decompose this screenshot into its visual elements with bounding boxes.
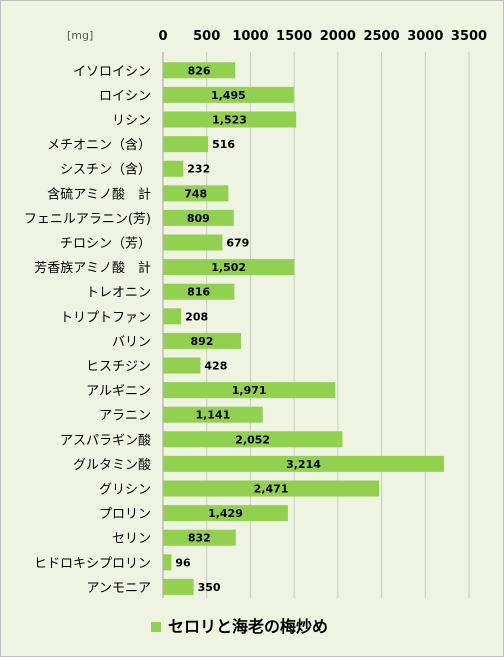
data-label: 826 bbox=[188, 64, 211, 77]
category-label: フェニルアラニン(芳) bbox=[24, 212, 151, 227]
x-tick-label: 2000 bbox=[320, 29, 356, 44]
data-label: 428 bbox=[204, 360, 227, 373]
category-label: メチオニン（含） bbox=[47, 137, 151, 153]
bar bbox=[163, 382, 336, 399]
category-label: ヒドロキシプロリン bbox=[34, 556, 151, 571]
bar bbox=[163, 406, 263, 423]
bar bbox=[163, 308, 182, 325]
category-label: チロシン（芳） bbox=[60, 237, 151, 252]
category-label: トリプトファン bbox=[60, 310, 151, 325]
data-label: 232 bbox=[187, 163, 210, 176]
category-label: 含硫アミノ酸 計 bbox=[47, 186, 151, 202]
bar bbox=[163, 554, 172, 571]
bar bbox=[163, 529, 236, 546]
bar bbox=[163, 480, 380, 497]
category-label: ヒスチジン bbox=[86, 360, 151, 375]
category-label: トレオニン bbox=[86, 286, 151, 301]
bar bbox=[163, 209, 234, 226]
category-label: ロイシン bbox=[99, 89, 151, 104]
data-label: 1,523 bbox=[212, 114, 247, 127]
data-label: 96 bbox=[175, 556, 191, 569]
category-label: アスパラギン酸 bbox=[60, 433, 151, 448]
bar bbox=[163, 136, 209, 153]
bar bbox=[163, 160, 184, 177]
x-tick-label: 1500 bbox=[276, 29, 312, 44]
x-axis-ticks: 0 500 1000 1500 2000 2500 3000 3500 bbox=[158, 29, 487, 44]
bar bbox=[163, 86, 294, 103]
category-label: セリン bbox=[112, 532, 151, 547]
bar bbox=[163, 111, 297, 128]
category-label: アラニン bbox=[99, 409, 151, 424]
x-tick-label: 3500 bbox=[451, 29, 487, 44]
bar bbox=[163, 283, 235, 300]
data-label: 748 bbox=[184, 187, 207, 200]
legend: セロリと海老の梅炒め bbox=[151, 617, 328, 636]
data-label: 892 bbox=[191, 335, 214, 348]
bar bbox=[163, 431, 343, 448]
bar bbox=[163, 505, 288, 522]
category-label: アンモニア bbox=[87, 581, 151, 596]
bar bbox=[163, 259, 295, 276]
category-label: グリシン bbox=[99, 483, 151, 498]
x-tick-label: 500 bbox=[193, 29, 220, 44]
x-tick-label: 3000 bbox=[407, 29, 443, 44]
category-label: 芳香族アミノ酸 計 bbox=[34, 260, 151, 276]
bar bbox=[163, 332, 241, 349]
bar bbox=[163, 455, 444, 472]
category-label: リシン bbox=[112, 114, 151, 129]
category-label: イソロイシン bbox=[73, 64, 151, 79]
unit-label: [mg] bbox=[67, 29, 93, 42]
data-label: 1,971 bbox=[232, 384, 267, 397]
bar bbox=[163, 62, 236, 79]
data-label: 2,471 bbox=[254, 483, 289, 496]
x-tick-label: 1000 bbox=[232, 29, 268, 44]
data-label: 2,052 bbox=[235, 433, 270, 446]
data-label: 1,495 bbox=[211, 89, 246, 102]
category-label: プロリン bbox=[99, 507, 151, 522]
data-label: 832 bbox=[188, 532, 211, 545]
data-label: 3,214 bbox=[286, 458, 321, 471]
data-label: 516 bbox=[212, 138, 235, 151]
category-label: バリン bbox=[112, 335, 151, 350]
data-label: 350 bbox=[198, 581, 221, 594]
data-label: 809 bbox=[187, 212, 210, 225]
data-label: 1,429 bbox=[208, 507, 243, 520]
category-label: シスチン（含） bbox=[60, 162, 151, 178]
x-tick-label: 0 bbox=[158, 29, 167, 44]
category-label: アルギニン bbox=[86, 384, 151, 399]
data-label: 208 bbox=[185, 310, 208, 323]
bar bbox=[163, 357, 201, 374]
bars bbox=[163, 62, 444, 595]
legend-swatch bbox=[151, 622, 161, 632]
category-label: グルタミン酸 bbox=[73, 458, 151, 473]
data-label: 1,502 bbox=[211, 261, 246, 274]
bar bbox=[163, 578, 194, 595]
data-label: 679 bbox=[226, 237, 249, 250]
data-label: 816 bbox=[187, 286, 210, 299]
x-tick-label: 2500 bbox=[363, 29, 399, 44]
legend-series-name: セロリと海老の梅炒め bbox=[168, 617, 328, 636]
bar bbox=[163, 185, 229, 202]
data-label: 1,141 bbox=[195, 409, 230, 422]
bar bbox=[163, 234, 223, 251]
